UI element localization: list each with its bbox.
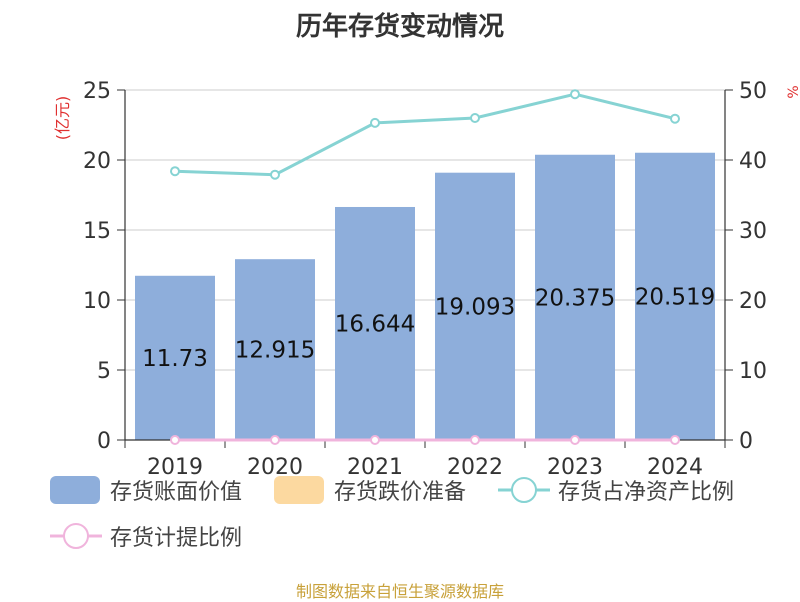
legend-label-provision-ratio: 存货计提比例 [110, 526, 243, 551]
x-tick-label: 2019 [147, 455, 203, 480]
legend-label-impairment: 存货跌价准备 [334, 480, 467, 505]
legend-item-provision-ratio[interactable]: 存货计提比例 [50, 520, 242, 552]
line-series-2 [174, 92, 676, 177]
bar-book-value [635, 152, 715, 440]
legend-swatch-book-value [50, 476, 100, 504]
y-left-tick-label: 25 [83, 79, 111, 104]
y-axis-right-label: % [786, 85, 800, 98]
line-point-3 [270, 435, 280, 445]
bar-book-value [235, 259, 315, 440]
bar-data-label: 20.519 [635, 284, 715, 310]
y-left-tick-label: 20 [83, 149, 111, 174]
legend-item-impairment[interactable]: 存货跌价准备 [274, 474, 466, 506]
legend-label-net-asset-ratio: 存货占净资产比例 [558, 480, 735, 505]
bar-book-value [135, 275, 215, 440]
y-left-tick-label: 5 [97, 359, 111, 384]
line-point-2 [170, 166, 180, 177]
bar-data-label: 19.093 [435, 294, 515, 320]
x-tick-label: 2024 [647, 455, 703, 480]
x-tick-label: 2021 [347, 455, 403, 480]
line-point-3 [470, 435, 480, 445]
y-axis-left-label: (亿元) [53, 96, 72, 141]
line-point-3 [370, 435, 380, 445]
y-right-tick-label: 20 [739, 289, 767, 314]
y-right-tick-label: 40 [739, 149, 767, 174]
legend-item-net-asset-ratio[interactable]: 存货占净资产比例 [498, 474, 734, 506]
bar-data-label: 11.73 [142, 346, 208, 372]
line-point-2 [270, 169, 280, 180]
line-point-2 [570, 89, 580, 100]
legend-swatch-impairment [274, 476, 324, 504]
y-left-tick-label: 10 [83, 289, 111, 314]
legend-label-book-value: 存货账面价值 [110, 480, 243, 505]
data-labels: 11.73 12.915 16.644 19.093 20.375 20.519 [142, 284, 715, 372]
bar-book-value [335, 206, 415, 440]
legend-line-marker-provision-ratio [50, 523, 102, 549]
x-tick-label: 2020 [247, 455, 303, 480]
grid-lines [125, 89, 725, 371]
y-right-tick-label: 0 [739, 429, 753, 454]
lines [170, 89, 680, 445]
x-tick-label: 2023 [547, 455, 603, 480]
source-note: 制图数据来自恒生聚源数据库 [295, 582, 504, 601]
line-point-3 [670, 435, 680, 445]
line-point-2 [470, 113, 480, 123]
bar-data-label: 16.644 [335, 311, 415, 337]
chart-title: 历年存货变动情况 [295, 12, 504, 42]
y-left-tick-label: 0 [97, 429, 111, 454]
bar-data-label: 12.915 [235, 338, 315, 364]
line-point-2 [370, 117, 380, 128]
y-right-tick-label: 30 [739, 219, 767, 244]
line-point-3 [570, 435, 580, 445]
line-point-2 [670, 113, 680, 124]
bar-book-value [535, 154, 615, 440]
x-tick-label: 2022 [447, 455, 503, 480]
bar-book-value [435, 172, 515, 440]
y-right-tick-label: 50 [739, 79, 767, 104]
y-left-tick-label: 15 [83, 219, 111, 244]
y-right-tick-label: 10 [739, 359, 767, 384]
bar-data-label: 20.375 [535, 285, 615, 311]
line-point-3 [170, 435, 180, 445]
bars [135, 152, 715, 440]
legend-item-book-value[interactable]: 存货账面价值 [50, 474, 242, 506]
legend-line-marker-net-asset-ratio [498, 477, 550, 503]
